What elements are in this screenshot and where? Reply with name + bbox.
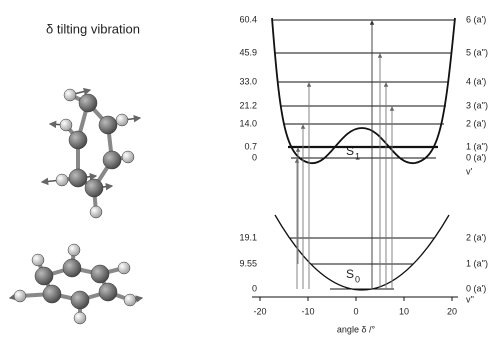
tick-label: -20 bbox=[253, 306, 266, 316]
state-label: 3 (a'') bbox=[466, 100, 488, 110]
hydrogen-atom bbox=[68, 244, 80, 256]
carbon-atom bbox=[99, 116, 117, 134]
hydrogen-atom bbox=[14, 290, 26, 302]
tick-label: 20 bbox=[447, 306, 457, 316]
lower-state-label: S bbox=[346, 267, 354, 281]
figure: δ tilting vibration S 1 S 0 v' v'' angle… bbox=[0, 0, 494, 338]
molecule-illustrations bbox=[10, 89, 142, 324]
energy-label: 33.0 bbox=[239, 76, 257, 86]
carbon-atom bbox=[79, 94, 97, 112]
carbon-atom bbox=[99, 283, 117, 301]
carbon-atom bbox=[43, 285, 61, 303]
state-label: 2 (a') bbox=[466, 118, 486, 128]
tick-label: -10 bbox=[301, 306, 314, 316]
carbon-atom bbox=[71, 291, 89, 309]
hydrogen-atom bbox=[74, 312, 86, 324]
carbon-atom bbox=[69, 169, 87, 187]
carbon-atom bbox=[69, 131, 87, 149]
energy-label: 45.9 bbox=[239, 47, 257, 57]
hydrogen-atom bbox=[56, 174, 68, 186]
state-label: 2 (a') bbox=[466, 232, 486, 242]
carbon-atom bbox=[63, 259, 81, 277]
tick-label: 10 bbox=[399, 306, 409, 316]
state-label: 4 (a') bbox=[466, 76, 486, 86]
state-label: 0 (a') bbox=[466, 283, 486, 293]
hydrogen-atom bbox=[116, 114, 128, 126]
hydrogen-atom bbox=[118, 262, 130, 274]
hydrogen-atom bbox=[60, 119, 72, 131]
tick-label: 0 bbox=[353, 306, 358, 316]
carbon-atom bbox=[35, 267, 53, 285]
state-label: 1 (a'') bbox=[466, 258, 488, 268]
carbon-atom bbox=[103, 151, 121, 169]
hydrogen-atom bbox=[124, 294, 136, 306]
title: δ tilting vibration bbox=[46, 21, 140, 36]
energy-label: 9.55 bbox=[239, 258, 257, 268]
state-label: 6 (a') bbox=[466, 14, 486, 24]
lower-v-label: v'' bbox=[466, 294, 474, 304]
hydrogen-atom bbox=[122, 151, 134, 163]
upper-v-label: v' bbox=[466, 166, 473, 176]
carbon-atom bbox=[85, 179, 103, 197]
lower-potential bbox=[275, 215, 449, 290]
hydrogen-atom bbox=[90, 206, 102, 218]
upper-state-sub: 1 bbox=[355, 151, 360, 161]
energy-label: 0.7 bbox=[244, 141, 257, 151]
energy-label: 14.0 bbox=[239, 118, 257, 128]
energy-label: 0 bbox=[252, 152, 257, 162]
state-label: 0 (a') bbox=[466, 152, 486, 162]
energy-label: 21.2 bbox=[239, 100, 257, 110]
hydrogen-atom bbox=[64, 89, 76, 101]
hydrogen-atom bbox=[32, 254, 44, 266]
carbon-atom bbox=[91, 265, 109, 283]
lower-state-sub: 0 bbox=[355, 274, 360, 284]
state-label: 5 (a'') bbox=[466, 47, 488, 57]
energy-label: 19.1 bbox=[239, 232, 257, 242]
axis-title: angle δ /° bbox=[337, 324, 376, 334]
upper-potential bbox=[272, 18, 455, 163]
energy-label: 0 bbox=[252, 283, 257, 293]
state-label: 1 (a'') bbox=[466, 141, 488, 151]
energy-label: 60.4 bbox=[239, 14, 257, 24]
